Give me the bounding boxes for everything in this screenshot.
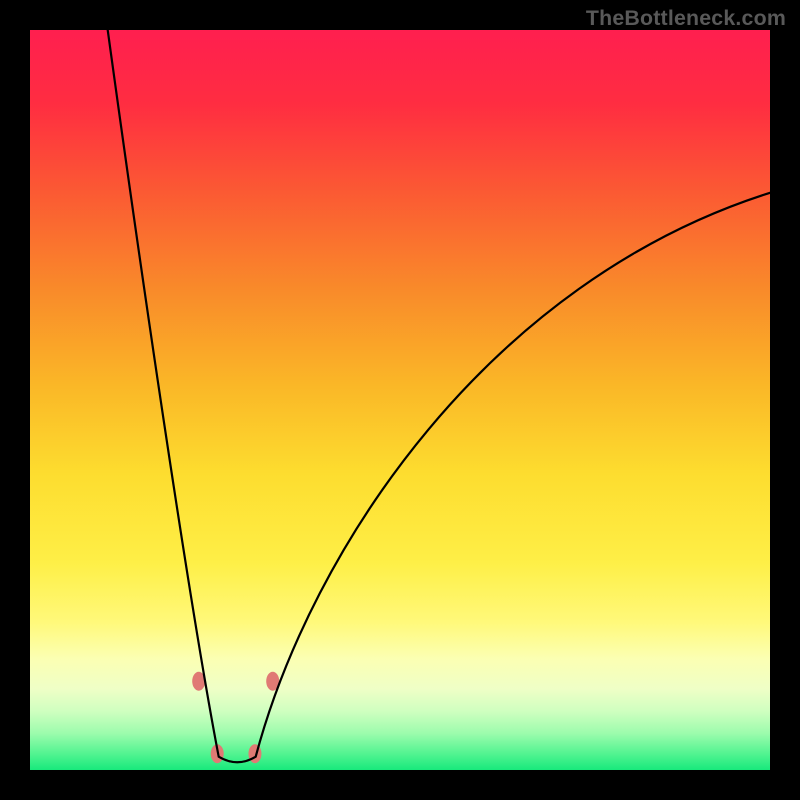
plot-background [30, 30, 770, 770]
bottleneck-chart [0, 0, 800, 800]
chart-container: TheBottleneck.com [0, 0, 800, 800]
watermark-text: TheBottleneck.com [586, 6, 786, 31]
